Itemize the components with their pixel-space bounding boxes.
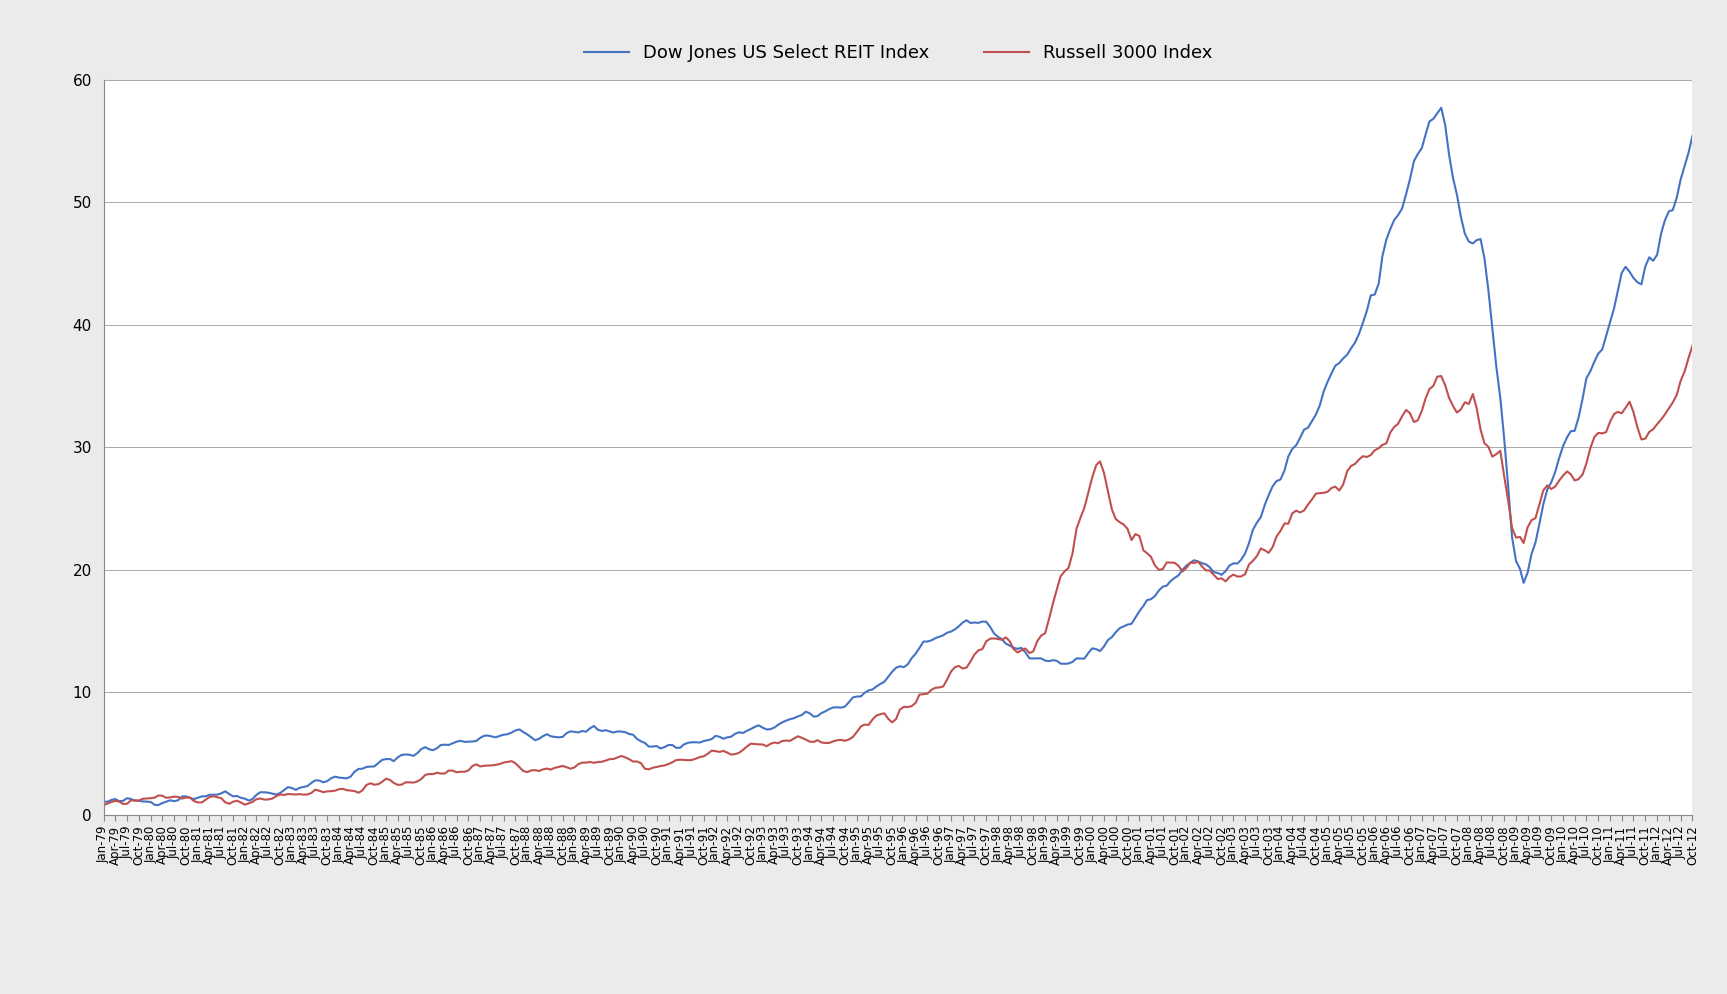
Legend: Dow Jones US Select REIT Index, Russell 3000 Index: Dow Jones US Select REIT Index, Russell …: [584, 45, 1212, 63]
Line: Russell 3000 Index: Russell 3000 Index: [104, 346, 1692, 805]
Line: Dow Jones US Select REIT Index: Dow Jones US Select REIT Index: [104, 107, 1692, 805]
